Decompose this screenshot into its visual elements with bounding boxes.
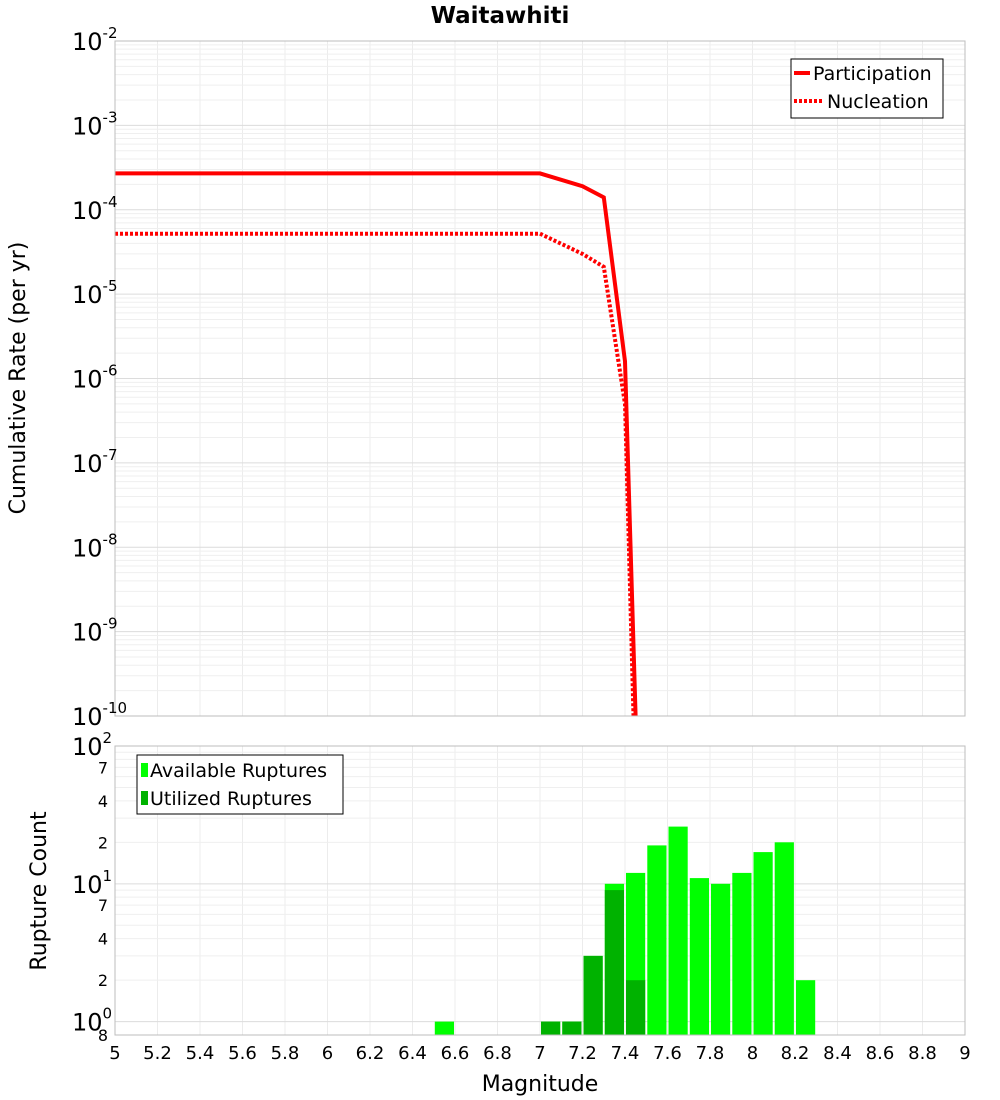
available-rupture-bar xyxy=(796,980,816,1035)
count-y-tick-label: 7 xyxy=(98,896,108,915)
magnitude-x-tick-label: 9 xyxy=(959,1043,970,1064)
available-rupture-bar xyxy=(753,852,773,1035)
legend-available-label: Available Ruptures xyxy=(150,760,327,782)
rupture-count-grid xyxy=(114,745,966,1035)
legend-participation-label: Participation xyxy=(813,63,932,85)
available-rupture-bar xyxy=(668,826,688,1035)
rate-plot-y-axis-label: Cumulative Rate (per yr) xyxy=(6,242,31,515)
legend-available-swatch xyxy=(141,763,148,777)
magnitude-x-tick-label: 8 xyxy=(747,1043,758,1064)
legend-nucleation-label: Nucleation xyxy=(827,91,929,113)
count-y-tick-label: 7 xyxy=(98,758,108,777)
magnitude-x-tick-label: 7.4 xyxy=(611,1043,640,1064)
magnitude-x-tick-label: 5.8 xyxy=(271,1043,300,1064)
count-y-tick-label: 8 xyxy=(98,1026,108,1045)
series-nucleation-line xyxy=(115,231,636,717)
available-rupture-bar xyxy=(774,842,794,1035)
rupture-count-y-axis-label: Rupture Count xyxy=(27,811,52,971)
utilized-rupture-bar xyxy=(626,980,646,1035)
magnitude-x-tick-label: 6.8 xyxy=(483,1043,512,1064)
magnitude-x-tick-label: 6 xyxy=(322,1043,333,1064)
count-y-tick-label: 4 xyxy=(98,930,108,949)
count-y-tick-label: 2 xyxy=(98,971,108,990)
rupture-count-legend-box xyxy=(136,754,344,815)
magnitude-x-tick-label: 8.4 xyxy=(823,1043,852,1064)
series-participation-line xyxy=(115,171,638,717)
magnitude-x-tick-label: 5 xyxy=(109,1043,120,1064)
available-rupture-bar xyxy=(711,883,731,1035)
utilized-rupture-bar xyxy=(604,890,624,1035)
magnitude-x-tick-label: 5.2 xyxy=(143,1043,172,1064)
magnitude-x-tick-label: 8.8 xyxy=(908,1043,937,1064)
magnitude-x-tick-label: 7.6 xyxy=(653,1043,682,1064)
magnitude-x-ticks: 5 5.2 5.4 5.6 5.8 6 6.2 6.4 6.6 6.8 7 7.2 7.4 7.6 7.8 8… xyxy=(109,1043,970,1064)
rupture-count-bars xyxy=(434,826,816,1035)
rupture-count-frame xyxy=(114,745,966,1036)
rupture-count-legend: Available Ruptures Utilized Ruptures xyxy=(136,754,344,815)
magnitude-x-tick-label: 6.4 xyxy=(398,1043,427,1064)
available-rupture-bar xyxy=(647,845,667,1035)
magnitude-x-tick-label: 7 xyxy=(534,1043,545,1064)
available-rupture-bar xyxy=(434,1021,454,1035)
rate-plot-series xyxy=(115,171,638,717)
count-y-tick-label: 2 xyxy=(98,833,108,852)
available-rupture-bar xyxy=(689,878,709,1035)
available-rupture-bar xyxy=(732,872,752,1035)
utilized-rupture-bar xyxy=(562,1021,582,1035)
magnitude-x-tick-label: 8.2 xyxy=(781,1043,810,1064)
rate-y-tick-label: 10-5 xyxy=(72,277,118,309)
magnitude-x-tick-label: 7.2 xyxy=(568,1043,597,1064)
magnitude-x-tick-label: 6.2 xyxy=(356,1043,385,1064)
magnitude-x-tick-label: 5.4 xyxy=(186,1043,215,1064)
legend-utilized-label: Utilized Ruptures xyxy=(150,788,312,810)
legend-utilized-swatch xyxy=(141,791,148,805)
magnitude-x-tick-label: 6.6 xyxy=(441,1043,470,1064)
magnitude-x-axis-label: Magnitude xyxy=(482,1072,599,1097)
rate-plot-legend-box xyxy=(790,58,944,119)
magnitude-x-tick-label: 8.6 xyxy=(866,1043,895,1064)
rate-y-tick-label: 10-10 xyxy=(72,699,127,731)
utilized-rupture-bar xyxy=(541,1021,561,1035)
utilized-rupture-bar xyxy=(583,955,603,1035)
rate-plot-frame xyxy=(114,40,966,717)
magnitude-x-tick-label: 5.6 xyxy=(228,1043,257,1064)
count-y-tick-label: 4 xyxy=(98,792,108,811)
rate-plot-legend: Participation Nucleation xyxy=(790,58,944,119)
magnitude-x-tick-label: 7.8 xyxy=(696,1043,725,1064)
rate-plot-grid xyxy=(114,41,966,717)
chart-title: Waitawhiti xyxy=(431,3,570,29)
